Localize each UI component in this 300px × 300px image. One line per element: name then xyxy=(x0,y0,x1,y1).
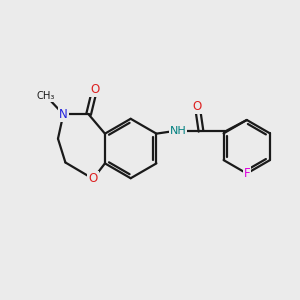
Text: O: O xyxy=(88,172,98,185)
Text: CH₃: CH₃ xyxy=(37,91,55,101)
Text: N: N xyxy=(59,108,68,121)
Text: NH: NH xyxy=(169,126,186,136)
Text: F: F xyxy=(244,167,250,180)
Text: O: O xyxy=(90,83,99,97)
Text: O: O xyxy=(193,100,202,113)
